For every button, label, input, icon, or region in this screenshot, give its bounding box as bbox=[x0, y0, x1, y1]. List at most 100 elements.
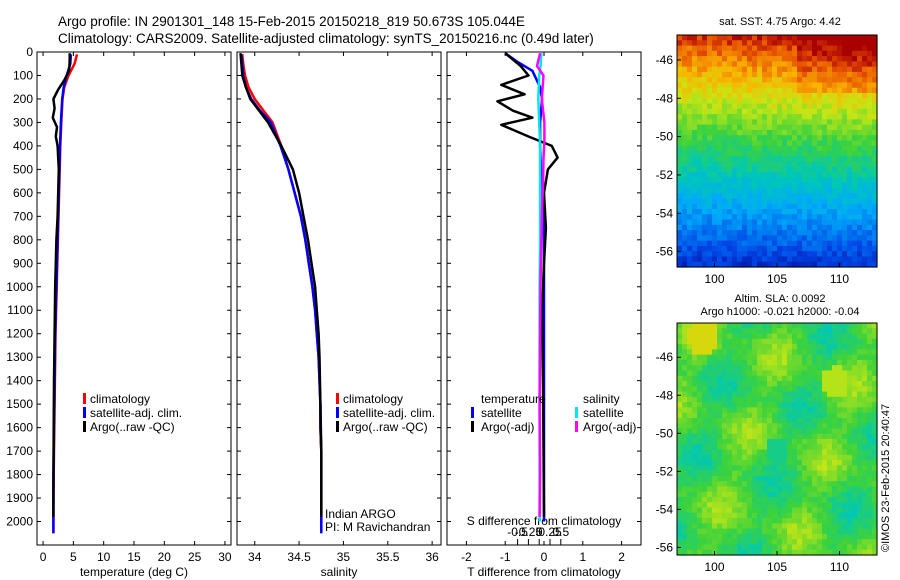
sla-cell bbox=[822, 439, 828, 445]
sst-cell bbox=[827, 156, 833, 163]
sla-cell bbox=[762, 486, 768, 493]
sla-cell bbox=[852, 386, 858, 393]
sla-cell bbox=[757, 470, 763, 477]
sst-cell bbox=[872, 177, 878, 184]
sst-cell bbox=[682, 219, 688, 226]
sla-cell bbox=[752, 523, 758, 530]
sla-cell bbox=[862, 386, 868, 393]
sst-cell bbox=[797, 129, 803, 136]
sla-cell bbox=[772, 439, 778, 445]
sla-cell bbox=[872, 402, 878, 408]
sst-cell bbox=[697, 177, 703, 184]
sla-cell bbox=[687, 449, 693, 456]
sla-cell bbox=[752, 544, 758, 551]
sst-cell bbox=[732, 145, 738, 152]
sla-cell bbox=[812, 460, 818, 466]
sla-cell bbox=[687, 439, 693, 445]
sst-cell bbox=[747, 119, 753, 126]
sla-cell bbox=[732, 423, 738, 430]
sla-cell bbox=[797, 365, 803, 372]
sst-cell bbox=[757, 230, 763, 236]
sst-cell bbox=[772, 245, 778, 252]
sst-cell bbox=[867, 56, 873, 62]
sla-cell bbox=[737, 365, 743, 372]
sla-cell bbox=[702, 507, 708, 514]
sst-cell bbox=[817, 35, 823, 41]
sla-cell bbox=[802, 444, 808, 451]
sst-cell bbox=[852, 129, 858, 136]
sla-cell bbox=[692, 539, 698, 546]
sla-cell bbox=[867, 391, 873, 398]
sla-cell bbox=[732, 396, 738, 403]
sst-cell bbox=[867, 235, 873, 242]
sla-cell bbox=[702, 544, 708, 551]
sla-cell bbox=[747, 481, 753, 488]
sla-cell bbox=[802, 502, 808, 509]
sla-cell bbox=[862, 328, 868, 335]
sla-cell bbox=[677, 481, 683, 488]
sla-cell bbox=[697, 486, 703, 493]
sla-cell bbox=[832, 454, 838, 461]
sla-cell bbox=[832, 518, 838, 524]
sst-cell bbox=[717, 103, 723, 110]
sla-cell bbox=[872, 354, 878, 361]
sla-cell bbox=[707, 444, 713, 451]
sla-cell bbox=[827, 344, 833, 350]
sst-cell bbox=[707, 187, 713, 194]
sla-cell bbox=[687, 381, 693, 387]
sla-cell bbox=[677, 470, 683, 477]
sst-cell bbox=[752, 82, 758, 89]
sla-cell bbox=[842, 365, 848, 372]
sst-cell bbox=[862, 151, 868, 157]
sst-cell bbox=[782, 235, 788, 242]
sla-cell bbox=[717, 433, 723, 440]
sst-cell bbox=[737, 214, 743, 221]
sla-cell bbox=[762, 333, 768, 340]
sst-cell bbox=[767, 182, 773, 189]
sla-cell bbox=[842, 544, 848, 551]
sst-cell bbox=[762, 245, 768, 252]
sst-cell bbox=[682, 103, 688, 110]
sst-cell bbox=[762, 156, 768, 163]
sst-cell bbox=[787, 135, 793, 142]
sst-cell bbox=[762, 103, 768, 110]
sla-cell bbox=[712, 449, 718, 456]
sla-cell bbox=[872, 386, 878, 393]
sla-cell bbox=[737, 523, 743, 530]
sst-cell bbox=[782, 114, 788, 120]
sla-cell bbox=[682, 428, 688, 435]
sla-cell bbox=[807, 349, 813, 356]
sla-cell bbox=[727, 412, 733, 419]
sla-cell bbox=[747, 539, 753, 546]
sla-cell bbox=[812, 381, 818, 387]
sst-cell bbox=[792, 129, 798, 136]
sla-cell bbox=[872, 423, 878, 430]
sst-cell bbox=[827, 256, 833, 263]
sst-cell bbox=[682, 135, 688, 142]
sla-cell bbox=[762, 370, 768, 377]
sst-cell bbox=[742, 71, 748, 78]
sla-cell bbox=[862, 375, 868, 382]
sst-cell bbox=[867, 82, 873, 89]
sst-cell bbox=[732, 45, 738, 52]
sla-cell bbox=[732, 391, 738, 398]
sla-cell bbox=[702, 439, 708, 445]
sst-cell bbox=[747, 103, 753, 110]
sla-cell bbox=[832, 338, 838, 345]
sla-cell bbox=[822, 375, 828, 382]
sla-cell bbox=[827, 402, 833, 408]
sst-cell bbox=[697, 61, 703, 68]
sst-cell bbox=[817, 135, 823, 142]
sla-cell bbox=[772, 333, 778, 340]
sla-cell bbox=[852, 338, 858, 345]
sst-cell bbox=[707, 66, 713, 73]
sla-cell bbox=[747, 333, 753, 340]
sst-cell bbox=[702, 50, 708, 57]
sst-cell bbox=[682, 251, 688, 258]
sst-cell bbox=[827, 93, 833, 99]
sla-cell bbox=[737, 428, 743, 435]
sla-cell bbox=[792, 549, 798, 556]
sst-cell bbox=[722, 35, 728, 41]
sst-cell bbox=[757, 219, 763, 226]
sla-cell bbox=[787, 423, 793, 430]
